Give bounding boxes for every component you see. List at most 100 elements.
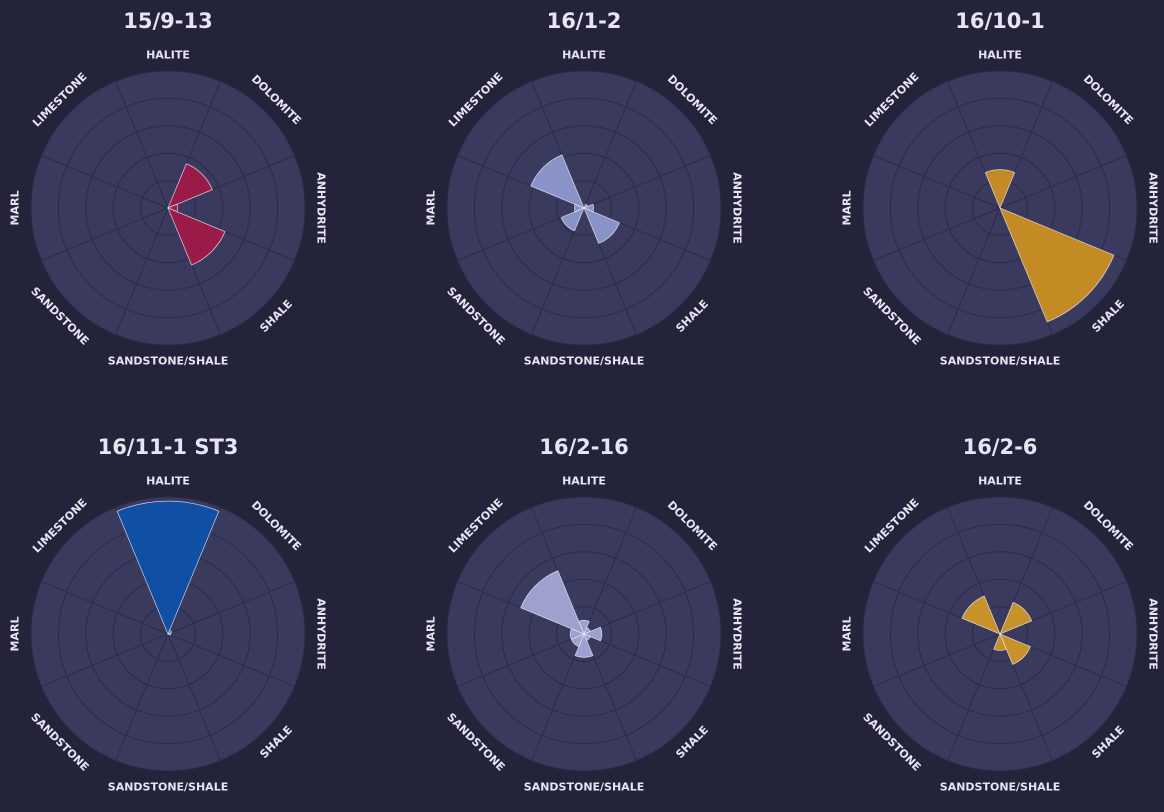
- category-label: MARL: [9, 191, 22, 226]
- bar-sandstone-shale: [993, 632, 1007, 651]
- bar-limestone: [530, 154, 585, 209]
- bar-shale: [583, 207, 620, 244]
- bar-shale: [999, 633, 1031, 665]
- grid-spoke: [583, 581, 711, 635]
- grid-spoke: [41, 207, 169, 261]
- category-label: MARL: [425, 617, 438, 652]
- bar-sandstone-shale: [574, 632, 594, 658]
- grid-spoke: [167, 633, 295, 687]
- grid-ring: [889, 97, 1111, 319]
- grid-spoke: [457, 633, 585, 687]
- grid-ring: [528, 152, 640, 264]
- category-label: MARL: [841, 191, 854, 226]
- category-label: MARL: [425, 191, 438, 226]
- category-label: ANHYDRITE: [1147, 598, 1160, 670]
- bar-dolomite: [167, 629, 173, 635]
- grid-ring: [473, 523, 695, 745]
- grid-spoke: [41, 633, 169, 687]
- category-label: HALITE: [146, 49, 190, 62]
- grid-ring: [917, 125, 1083, 291]
- grid-ring: [446, 496, 722, 772]
- category-label: ANHYDRITE: [731, 598, 744, 670]
- grid-ring: [944, 578, 1056, 690]
- bar-dolomite: [999, 601, 1033, 635]
- grid-ring: [556, 606, 612, 662]
- grid-spoke: [999, 155, 1127, 209]
- polar-chart-4: HALITEDOLOMITEANHYDRITESHALESANDSTONE/SH…: [9, 435, 328, 794]
- category-label: SANDSTONE/SHALE: [940, 781, 1060, 794]
- grid-ring: [917, 551, 1083, 717]
- category-label: ANHYDRITE: [1147, 172, 1160, 244]
- grid-spoke: [167, 633, 221, 761]
- polar-chart-3: HALITEDOLOMITEANHYDRITESHALESANDSTONE/SH…: [841, 9, 1160, 368]
- grid-spoke: [583, 507, 637, 635]
- category-label: HALITE: [562, 49, 606, 62]
- grid-spoke: [115, 207, 169, 335]
- chart-title: 16/11-1 ST3: [98, 435, 239, 459]
- grid-ring: [556, 180, 612, 236]
- bar-anhydrite: [582, 626, 603, 642]
- grid-spoke: [167, 581, 295, 635]
- grid-spoke: [115, 633, 169, 761]
- bar-dolomite: [167, 163, 213, 209]
- bar-shale: [999, 207, 1115, 323]
- grid-spoke: [947, 207, 1001, 335]
- bar-anhydrite: [166, 632, 172, 636]
- grid-ring: [30, 70, 306, 346]
- grid-spoke: [583, 633, 711, 687]
- bar-limestone: [961, 595, 1001, 635]
- grid-ring: [972, 606, 1028, 662]
- polar-chart-6: HALITEDOLOMITEANHYDRITESHALESANDSTONE/SH…: [841, 435, 1160, 794]
- category-label: SANDSTONE/SHALE: [524, 781, 644, 794]
- grid-spoke: [947, 633, 1001, 761]
- bar-halite: [116, 500, 220, 636]
- chart-title: 16/2-6: [963, 435, 1038, 459]
- category-label: MARL: [841, 617, 854, 652]
- grid-ring: [30, 496, 306, 772]
- bar-limestone: [520, 570, 585, 635]
- bar-sandstone: [560, 207, 585, 232]
- category-label: SANDSTONE/SHALE: [108, 355, 228, 368]
- category-label: ANHYDRITE: [315, 172, 328, 244]
- grid-spoke: [41, 581, 169, 635]
- chart-title: 16/1-2: [547, 9, 622, 33]
- category-label: SANDSTONE/SHALE: [524, 355, 644, 368]
- grid-spoke: [115, 81, 169, 209]
- grid-ring: [501, 551, 667, 717]
- category-label: HALITE: [146, 475, 190, 488]
- category-label: SANDSTONE/SHALE: [108, 781, 228, 794]
- chart-title: 16/10-1: [955, 9, 1044, 33]
- bar-shale: [167, 207, 226, 266]
- grid-spoke: [583, 155, 711, 209]
- category-label: HALITE: [978, 475, 1022, 488]
- category-label: ANHYDRITE: [731, 172, 744, 244]
- category-label: HALITE: [562, 475, 606, 488]
- grid-ring: [85, 125, 251, 291]
- grid-ring: [528, 578, 640, 690]
- grid-ring: [140, 180, 196, 236]
- grid-ring: [446, 70, 722, 346]
- grid-ring: [473, 97, 695, 319]
- grid-spoke: [873, 207, 1001, 261]
- polar-chart-5: HALITEDOLOMITEANHYDRITESHALESANDSTONE/SH…: [425, 435, 744, 794]
- grid-ring: [889, 523, 1111, 745]
- grid-ring: [112, 152, 224, 264]
- category-label: HALITE: [978, 49, 1022, 62]
- chart-title: 16/2-16: [539, 435, 628, 459]
- category-label: MARL: [9, 617, 22, 652]
- grid-spoke: [583, 81, 637, 209]
- grid-ring: [862, 70, 1138, 346]
- grid-ring: [501, 125, 667, 291]
- grid-spoke: [41, 155, 169, 209]
- grid-ring: [944, 152, 1056, 264]
- grid-ring: [862, 496, 1138, 772]
- category-label: ANHYDRITE: [315, 598, 328, 670]
- polar-chart-2: HALITEDOLOMITEANHYDRITESHALESANDSTONE/SH…: [425, 9, 744, 368]
- category-label: SANDSTONE/SHALE: [940, 355, 1060, 368]
- chart-title: 15/9-13: [123, 9, 212, 33]
- bar-halite: [984, 169, 1016, 210]
- polar-chart-1: HALITEDOLOMITEANHYDRITESHALESANDSTONE/SH…: [9, 9, 328, 368]
- grid-spoke: [873, 633, 1001, 687]
- grid-ring: [57, 97, 279, 319]
